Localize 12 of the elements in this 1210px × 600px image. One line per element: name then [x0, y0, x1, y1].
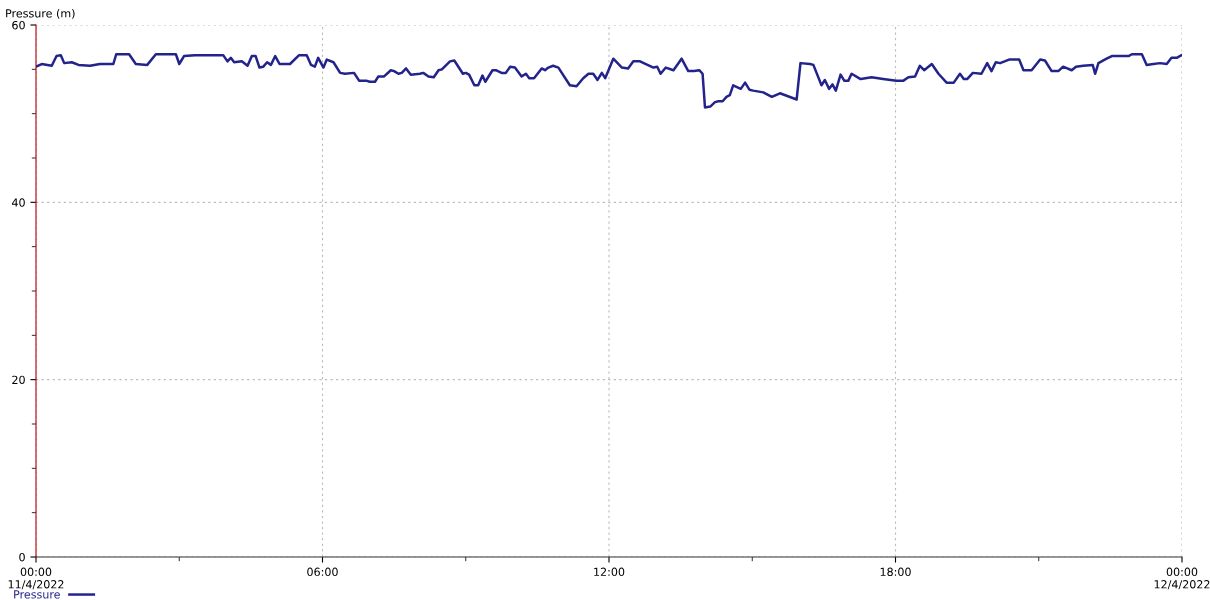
- y-tick-label: 20: [12, 375, 25, 385]
- x-tick-label: 06:00: [307, 567, 338, 577]
- x-tick-label: 12:00: [594, 567, 625, 577]
- legend-label: Pressure: [14, 590, 60, 599]
- x-tick-label: 00:00 11/4/2022: [8, 567, 64, 590]
- y-axis-title: Pressure (m): [6, 8, 75, 19]
- line-series: [36, 53, 1182, 109]
- x-tick-label: 18:00: [880, 567, 911, 577]
- x-tick-label: 00:00 12/4/2022: [1154, 567, 1210, 590]
- y-tick-label: 40: [11, 198, 25, 207]
- y-tick-label: 60: [12, 20, 25, 30]
- y-tick-label: 0: [19, 552, 25, 562]
